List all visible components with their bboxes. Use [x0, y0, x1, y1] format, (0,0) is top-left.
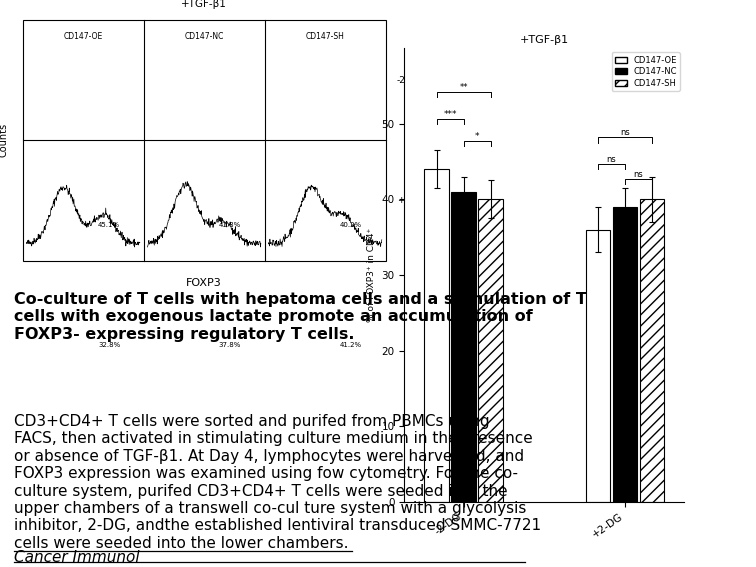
Text: FOXP3: FOXP3: [186, 278, 222, 288]
Text: ns: ns: [620, 128, 630, 137]
Bar: [424, 169, 449, 502]
Text: **: **: [460, 83, 468, 92]
Text: Co-culture of T cells with hepatoma cells and a stimulation of T
cells with exog: Co-culture of T cells with hepatoma cell…: [14, 292, 587, 342]
Bar: [586, 230, 611, 502]
Bar: [478, 200, 503, 502]
Text: 41.2%: 41.2%: [340, 342, 362, 348]
Text: CD147-SH: CD147-SH: [305, 32, 345, 41]
Text: 41.8%: 41.8%: [219, 222, 241, 228]
Text: ns: ns: [634, 170, 643, 179]
Bar: [640, 200, 665, 502]
Bar: [23, 20, 386, 261]
Text: ns: ns: [606, 155, 616, 164]
Text: 32.8%: 32.8%: [98, 342, 120, 348]
Y-axis label: % of FOXP3⁺ in CD4⁺: % of FOXP3⁺ in CD4⁺: [367, 228, 376, 322]
Title: +TGF-β1: +TGF-β1: [520, 35, 569, 45]
Text: ***: ***: [444, 109, 457, 119]
Legend: CD147-OE, CD147-NC, CD147-SH: CD147-OE, CD147-NC, CD147-SH: [612, 52, 680, 91]
Text: +TGF-β1: +TGF-β1: [181, 0, 227, 9]
Text: CD147-OE: CD147-OE: [64, 32, 103, 41]
Text: -2-DG: -2-DG: [397, 75, 423, 84]
Text: CD147-NC: CD147-NC: [184, 32, 224, 41]
Text: 40.2%: 40.2%: [340, 222, 362, 228]
Text: *: *: [475, 132, 479, 141]
Text: Cancer Immunol
Immunother. 2020;10.1007/s00262-019-02457-y.: Cancer Immunol Immunother. 2020;10.1007/…: [14, 550, 392, 567]
Bar: [451, 192, 476, 502]
Bar: [612, 207, 637, 502]
Text: CD3+CD4+ T cells were sorted and purifed from PBMCs using
FACS, then activated i: CD3+CD4+ T cells were sorted and purifed…: [14, 414, 541, 551]
Text: 45.1%: 45.1%: [98, 222, 120, 228]
Text: +2-DG: +2-DG: [397, 196, 427, 205]
Text: 37.8%: 37.8%: [218, 342, 241, 348]
Text: Counts: Counts: [0, 123, 9, 158]
